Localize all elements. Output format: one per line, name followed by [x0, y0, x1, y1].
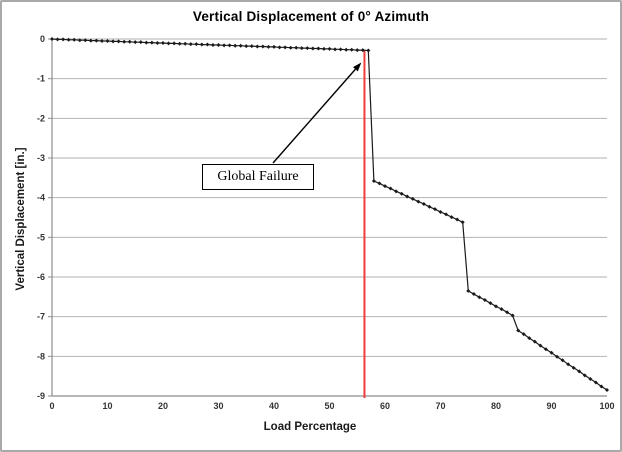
annotation-global-failure: Global Failure: [202, 164, 314, 190]
y-tick-label--6: -6: [37, 272, 45, 282]
x-tick-label-10: 10: [102, 401, 112, 411]
x-tick-label-70: 70: [435, 401, 445, 411]
x-tick-label-90: 90: [546, 401, 556, 411]
x-tick-label-40: 40: [269, 401, 279, 411]
x-tick-label-30: 30: [213, 401, 223, 411]
data-series-markers: [50, 37, 609, 393]
y-tick-label--2: -2: [37, 113, 45, 123]
y-tick-label--9: -9: [37, 391, 45, 401]
annotation-label: Global Failure: [217, 169, 299, 184]
y-tick-label-0: 0: [40, 34, 45, 44]
annotation-arrow-head: [353, 62, 362, 72]
y-tick-label--8: -8: [37, 351, 45, 361]
x-tick-label-20: 20: [158, 401, 168, 411]
chart-title: Vertical Displacement of 0° Azimuth: [192, 9, 430, 24]
x-axis-title: Load Percentage: [263, 421, 357, 433]
y-tick-label--3: -3: [37, 153, 45, 163]
y-tick-label--7: -7: [37, 312, 45, 322]
y-tick-label--4: -4: [37, 193, 45, 203]
x-tick-label-80: 80: [491, 401, 501, 411]
x-tick-label-100: 100: [599, 401, 614, 411]
x-tick-label-0: 0: [49, 401, 54, 411]
annotation-arrow-line: [272, 68, 356, 164]
x-tick-label-50: 50: [324, 401, 334, 411]
data-series-line: [51, 38, 608, 391]
y-tick-label--5: -5: [37, 232, 45, 242]
y-tick-label--1: -1: [37, 74, 45, 84]
x-tick-label-60: 60: [380, 401, 390, 411]
